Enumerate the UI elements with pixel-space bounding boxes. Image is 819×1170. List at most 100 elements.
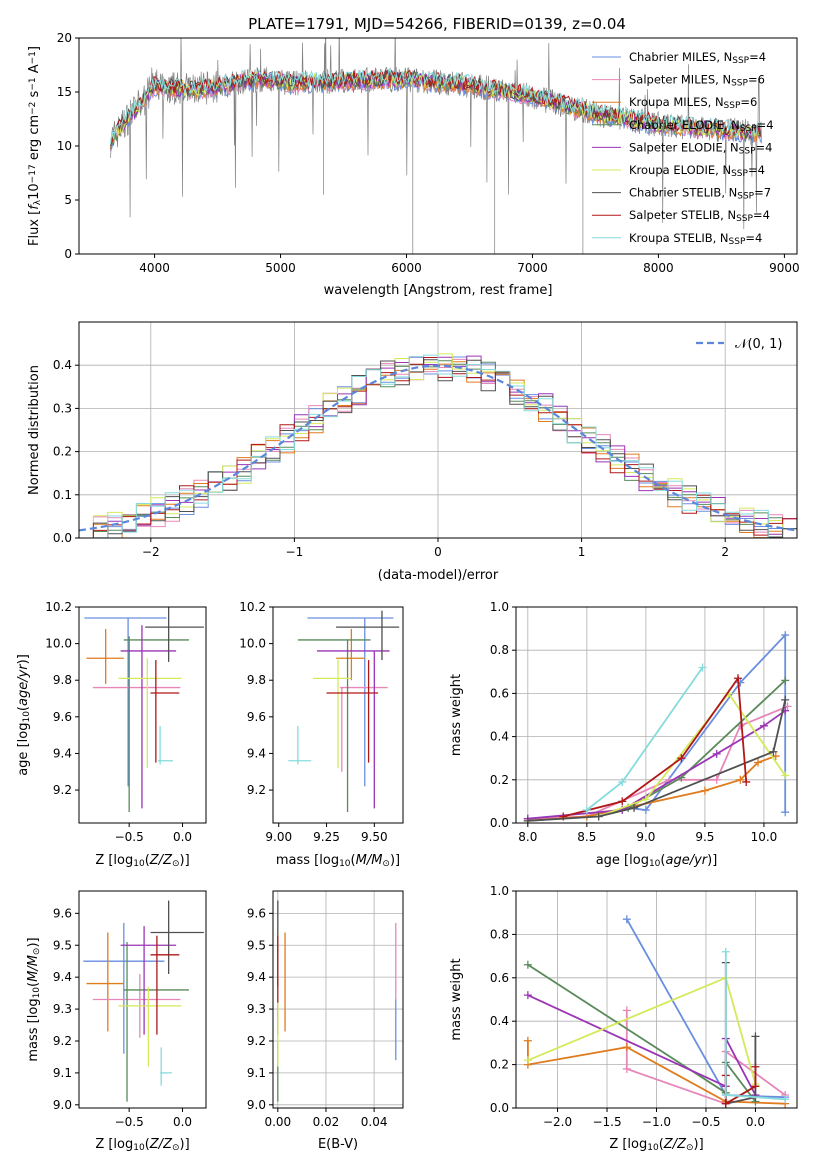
marker-kroupa_stelib bbox=[781, 1095, 790, 1104]
ageMass-xlabel-part: ( bbox=[351, 853, 356, 868]
x-tick-label: 1 bbox=[578, 545, 586, 559]
y-tick-label: 9.6 bbox=[247, 906, 266, 920]
y-tick-label: 9.1 bbox=[53, 1066, 72, 1080]
x-tick-label: 2 bbox=[721, 545, 729, 559]
y-tick-label: 0.1 bbox=[53, 488, 72, 502]
marker-salpeter_miles bbox=[783, 702, 792, 711]
spectrum-ylabel-part: Flux [ bbox=[27, 210, 42, 246]
ageZ-ylabel-part: )] bbox=[16, 654, 31, 664]
spectrum-model-chabrier_stelib bbox=[110, 69, 761, 147]
y-tick-label: 9.4 bbox=[53, 746, 72, 760]
line-kroupa_stelib bbox=[586, 666, 704, 811]
x-tick-label: −1.0 bbox=[642, 1115, 671, 1129]
marker-kroupa_miles bbox=[622, 1043, 631, 1052]
ebv-xlabel: E(B-V) bbox=[318, 1137, 358, 1152]
y-tick-label: 0.2 bbox=[490, 1058, 509, 1072]
spectrum-data bbox=[110, 38, 762, 254]
y-tick-label: 0.4 bbox=[490, 730, 509, 744]
marker-salpeter_elodie bbox=[523, 991, 532, 1000]
spectrum-ylabel-part: erg cm bbox=[27, 115, 42, 164]
y-tick-label: 9.4 bbox=[247, 970, 266, 984]
y-tick-label: 0.6 bbox=[490, 971, 509, 985]
x-tick-label: 8.5 bbox=[577, 830, 596, 844]
y-tick-label: 9.2 bbox=[53, 783, 72, 797]
marker-salpeter_miles bbox=[712, 775, 721, 784]
marker-chabrier_elodie bbox=[523, 960, 532, 969]
figure-title: PLATE=1791, MJD=54266, FIBERID=0139, z=0… bbox=[248, 15, 626, 33]
massZ-xlabel-part: Z [log bbox=[95, 1137, 133, 1152]
legend-label-chabrier_elodie-part: =4 bbox=[757, 118, 774, 132]
legend-label-chabrier_miles-part: =4 bbox=[749, 50, 766, 64]
legend-label-kroupa_miles: Kroupa MILES, NSSP=6 bbox=[629, 95, 757, 111]
legend-label-kroupa_miles-part: SSP bbox=[724, 101, 741, 111]
massZ-ylabel: mass [log10(M/M⊙)] bbox=[26, 937, 42, 1061]
line-kroupa_elodie bbox=[527, 976, 757, 1085]
marker-chabrier_stelib bbox=[523, 816, 532, 823]
y-tick-label: 10.0 bbox=[239, 637, 266, 651]
spectrum-ylabel-part: ] bbox=[27, 46, 42, 51]
x-tick-label: 9.0 bbox=[636, 830, 655, 844]
massZ-ylabel-part: ( bbox=[26, 982, 41, 987]
marker-chabrier_stelib bbox=[751, 1032, 760, 1041]
axes-frame bbox=[272, 606, 404, 824]
axes-weight_vs_age: 8.0 8.5 9.0 9.5 10.0 0.0 0.2 0.4 0.6 0.8 1.0 mass w… bbox=[449, 600, 798, 869]
ageZ-ylabel-part: ( bbox=[16, 706, 31, 711]
axes-residuals: −2 −1 0 1 2 0.0 0.1 0.2 0.3 0.4 (data-model)/error… bbox=[27, 321, 798, 583]
y-tick-label: 0.0 bbox=[490, 1101, 509, 1115]
marker-chabrier_miles bbox=[781, 631, 790, 640]
marker-kroupa_elodie bbox=[781, 771, 790, 780]
point-chabrier_elodie bbox=[123, 636, 189, 813]
y-tick-label: 9.5 bbox=[53, 938, 72, 952]
x-tick-label: 9.50 bbox=[361, 830, 388, 844]
marker-kroupa_stelib bbox=[721, 1090, 730, 1099]
point-salpeter_stelib bbox=[150, 935, 180, 1035]
x-tick-label: −1 bbox=[286, 545, 304, 559]
y-tick-label: 9.3 bbox=[53, 1002, 72, 1016]
weightAge-xlabel-part: 10 bbox=[649, 859, 661, 869]
marker-kroupa_miles bbox=[700, 786, 709, 795]
weight-ylabel-weight_vs_Z: mass weight bbox=[449, 958, 464, 1040]
marker-kroupa_miles bbox=[523, 1036, 532, 1045]
legend-label-chabrier_elodie-part: Chabrier ELODIE, N bbox=[629, 118, 740, 132]
point-kroupa_elodie bbox=[118, 658, 182, 769]
legend-label-kroupa_elodie-part: SSP bbox=[731, 169, 748, 179]
y-tick-label: 0.3 bbox=[53, 401, 72, 415]
hist-ylabel: Normed distribution bbox=[27, 365, 42, 495]
legend-label-salpeter_stelib-part: SSP bbox=[736, 214, 753, 224]
spectrum-ylabel-part: λ bbox=[33, 199, 43, 205]
ageZ-ylabel-part: age [log bbox=[16, 723, 31, 776]
ageZ-xlabel: Z [log10(Z/Z⊙)] bbox=[95, 853, 189, 869]
marker-kroupa_miles bbox=[736, 775, 745, 784]
legend-label-kroupa_miles-part: =6 bbox=[740, 95, 757, 109]
y-tick-label: 9.6 bbox=[53, 710, 72, 724]
marker-kroupa_stelib bbox=[582, 806, 591, 815]
y-tick-label: 10.2 bbox=[239, 600, 266, 614]
marker-chabrier_stelib bbox=[594, 812, 603, 821]
legend-label-kroupa_stelib: Kroupa STELIB, NSSP=4 bbox=[629, 231, 762, 247]
point-chabrier_miles bbox=[307, 617, 394, 787]
weightAge-xlabel-part: )] bbox=[707, 853, 717, 868]
marker-chabrier_stelib bbox=[781, 695, 790, 704]
legend-label-salpeter_miles-part: =6 bbox=[748, 73, 765, 87]
ageZ-xlabel-part: Z [log bbox=[95, 853, 133, 868]
spectrum-ylabel-part: A bbox=[27, 64, 42, 77]
y-tick-label: 9.1 bbox=[247, 1066, 266, 1080]
marker-salpeter_stelib bbox=[742, 777, 751, 786]
axes-weight_vs_Z: −2.0 −1.5 −1.0 −0.5 0.0 0.0 0.2 0.4 0.6 0.8 1.0 mas… bbox=[449, 884, 798, 1153]
marker-kroupa_stelib bbox=[698, 663, 707, 672]
axes-frame bbox=[78, 606, 207, 824]
massZ-ylabel-part: M/M bbox=[26, 955, 41, 982]
line-chabrier_elodie bbox=[527, 964, 757, 1103]
marker-salpeter_stelib bbox=[618, 797, 627, 806]
marker-salpeter_miles bbox=[622, 1064, 631, 1073]
weightAge-xlabel-part: age/yr bbox=[665, 853, 708, 868]
line-salpeter_stelib bbox=[562, 675, 748, 818]
point-salpeter_stelib bbox=[326, 660, 379, 763]
weightZ-xlabel-part: )] bbox=[694, 1137, 704, 1152]
line-salpeter_elodie bbox=[527, 709, 786, 820]
ageMass-xlabel-part: )] bbox=[390, 853, 400, 868]
plots-layer: 4000 5000 6000 7000 8000 900005101520waveleng… bbox=[16, 31, 800, 1153]
x-tick-label: 0.04 bbox=[361, 1115, 388, 1129]
weightZ-xlabel-part: 10 bbox=[647, 1143, 659, 1153]
